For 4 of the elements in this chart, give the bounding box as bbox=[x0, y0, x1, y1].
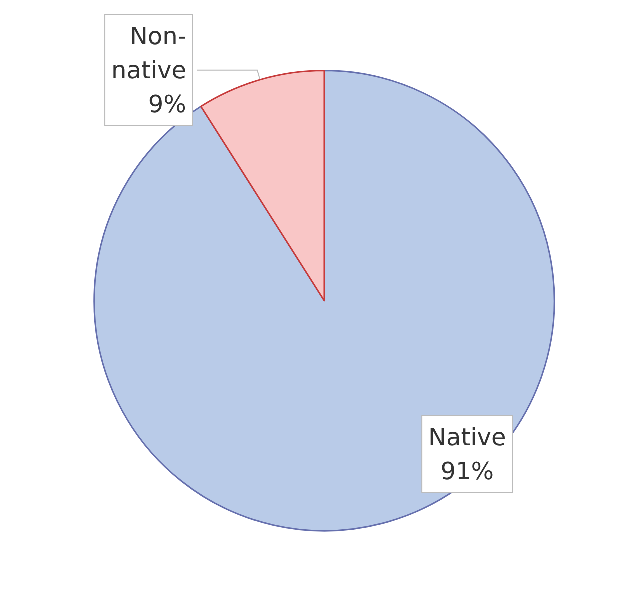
data-label: 91% bbox=[440, 457, 494, 486]
slice-label: Native bbox=[428, 423, 506, 452]
data-label: 9% bbox=[148, 90, 186, 118]
slice-label: Non-native bbox=[112, 22, 186, 84]
